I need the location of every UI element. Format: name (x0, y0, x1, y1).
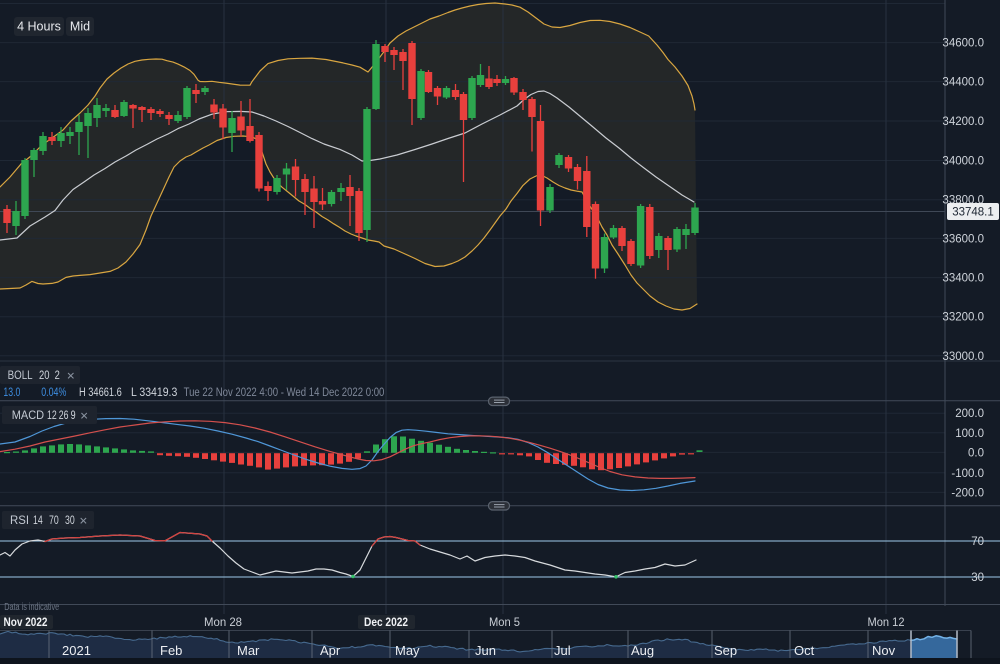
svg-text:33748.1: 33748.1 (952, 207, 994, 219)
svg-text:9: 9 (71, 410, 76, 422)
svg-text:Mon 12: Mon 12 (868, 615, 905, 629)
svg-text:MACD: MACD (12, 410, 44, 422)
svg-text:30: 30 (971, 572, 984, 584)
svg-text:14: 14 (33, 515, 43, 527)
svg-text:2021: 2021 (62, 643, 91, 658)
svg-text:33600.0: 33600.0 (942, 233, 984, 245)
svg-text:✕: ✕ (66, 371, 75, 383)
svg-text:Mon 28: Mon 28 (204, 615, 242, 629)
svg-text:Nov 2022: Nov 2022 (4, 615, 48, 629)
svg-text:34000.0: 34000.0 (942, 156, 984, 168)
svg-text:20: 20 (39, 370, 50, 382)
svg-text:L 33419.3: L 33419.3 (131, 387, 177, 399)
svg-text:Jul: Jul (554, 643, 571, 658)
svg-text:Jun: Jun (475, 643, 496, 658)
svg-text:Mar: Mar (237, 643, 260, 658)
svg-text:12: 12 (47, 410, 57, 422)
svg-text:H 34661.6: H 34661.6 (79, 387, 122, 399)
svg-text:-100.0: -100.0 (951, 468, 984, 480)
svg-text:4 Hours: 4 Hours (17, 20, 61, 34)
svg-text:Aug: Aug (631, 643, 654, 658)
svg-text:0.0: 0.0 (968, 447, 984, 459)
svg-text:100.0: 100.0 (955, 428, 984, 440)
svg-text:33400.0: 33400.0 (942, 273, 984, 285)
svg-text:Mid: Mid (70, 20, 90, 34)
svg-text:70: 70 (49, 515, 59, 527)
svg-text:26: 26 (59, 410, 69, 422)
svg-text:Nov: Nov (872, 643, 896, 658)
svg-text:0.04%: 0.04% (41, 387, 66, 399)
svg-text:May: May (395, 643, 420, 658)
svg-text:33200.0: 33200.0 (942, 312, 984, 324)
svg-text:2: 2 (55, 370, 60, 382)
svg-text:30: 30 (65, 515, 75, 527)
svg-text:34600.0: 34600.0 (942, 38, 984, 50)
svg-text:Apr: Apr (320, 643, 341, 658)
svg-text:Tue 22 Nov 2022 4:00 - Wed 14: Tue 22 Nov 2022 4:00 - Wed 14 Dec 2022 0… (184, 387, 385, 399)
svg-text:Sep: Sep (714, 643, 737, 658)
svg-text:70: 70 (971, 536, 984, 548)
svg-text:✕: ✕ (79, 516, 88, 528)
svg-text:33000.0: 33000.0 (942, 351, 984, 363)
svg-text:Feb: Feb (160, 643, 182, 658)
svg-text:Mon 5: Mon 5 (489, 615, 520, 629)
svg-text:Oct: Oct (794, 643, 815, 658)
svg-text:Dec 2022: Dec 2022 (364, 615, 408, 629)
svg-text:RSI: RSI (10, 515, 29, 527)
svg-text:-200.0: -200.0 (951, 487, 984, 499)
svg-text:34200.0: 34200.0 (942, 116, 984, 128)
svg-text:Data is indicative: Data is indicative (4, 602, 59, 613)
svg-text:BOLL: BOLL (8, 370, 34, 382)
svg-text:13.0: 13.0 (3, 387, 20, 399)
svg-text:✕: ✕ (80, 411, 89, 423)
svg-text:200.0: 200.0 (955, 408, 984, 420)
svg-text:34400.0: 34400.0 (942, 77, 984, 89)
